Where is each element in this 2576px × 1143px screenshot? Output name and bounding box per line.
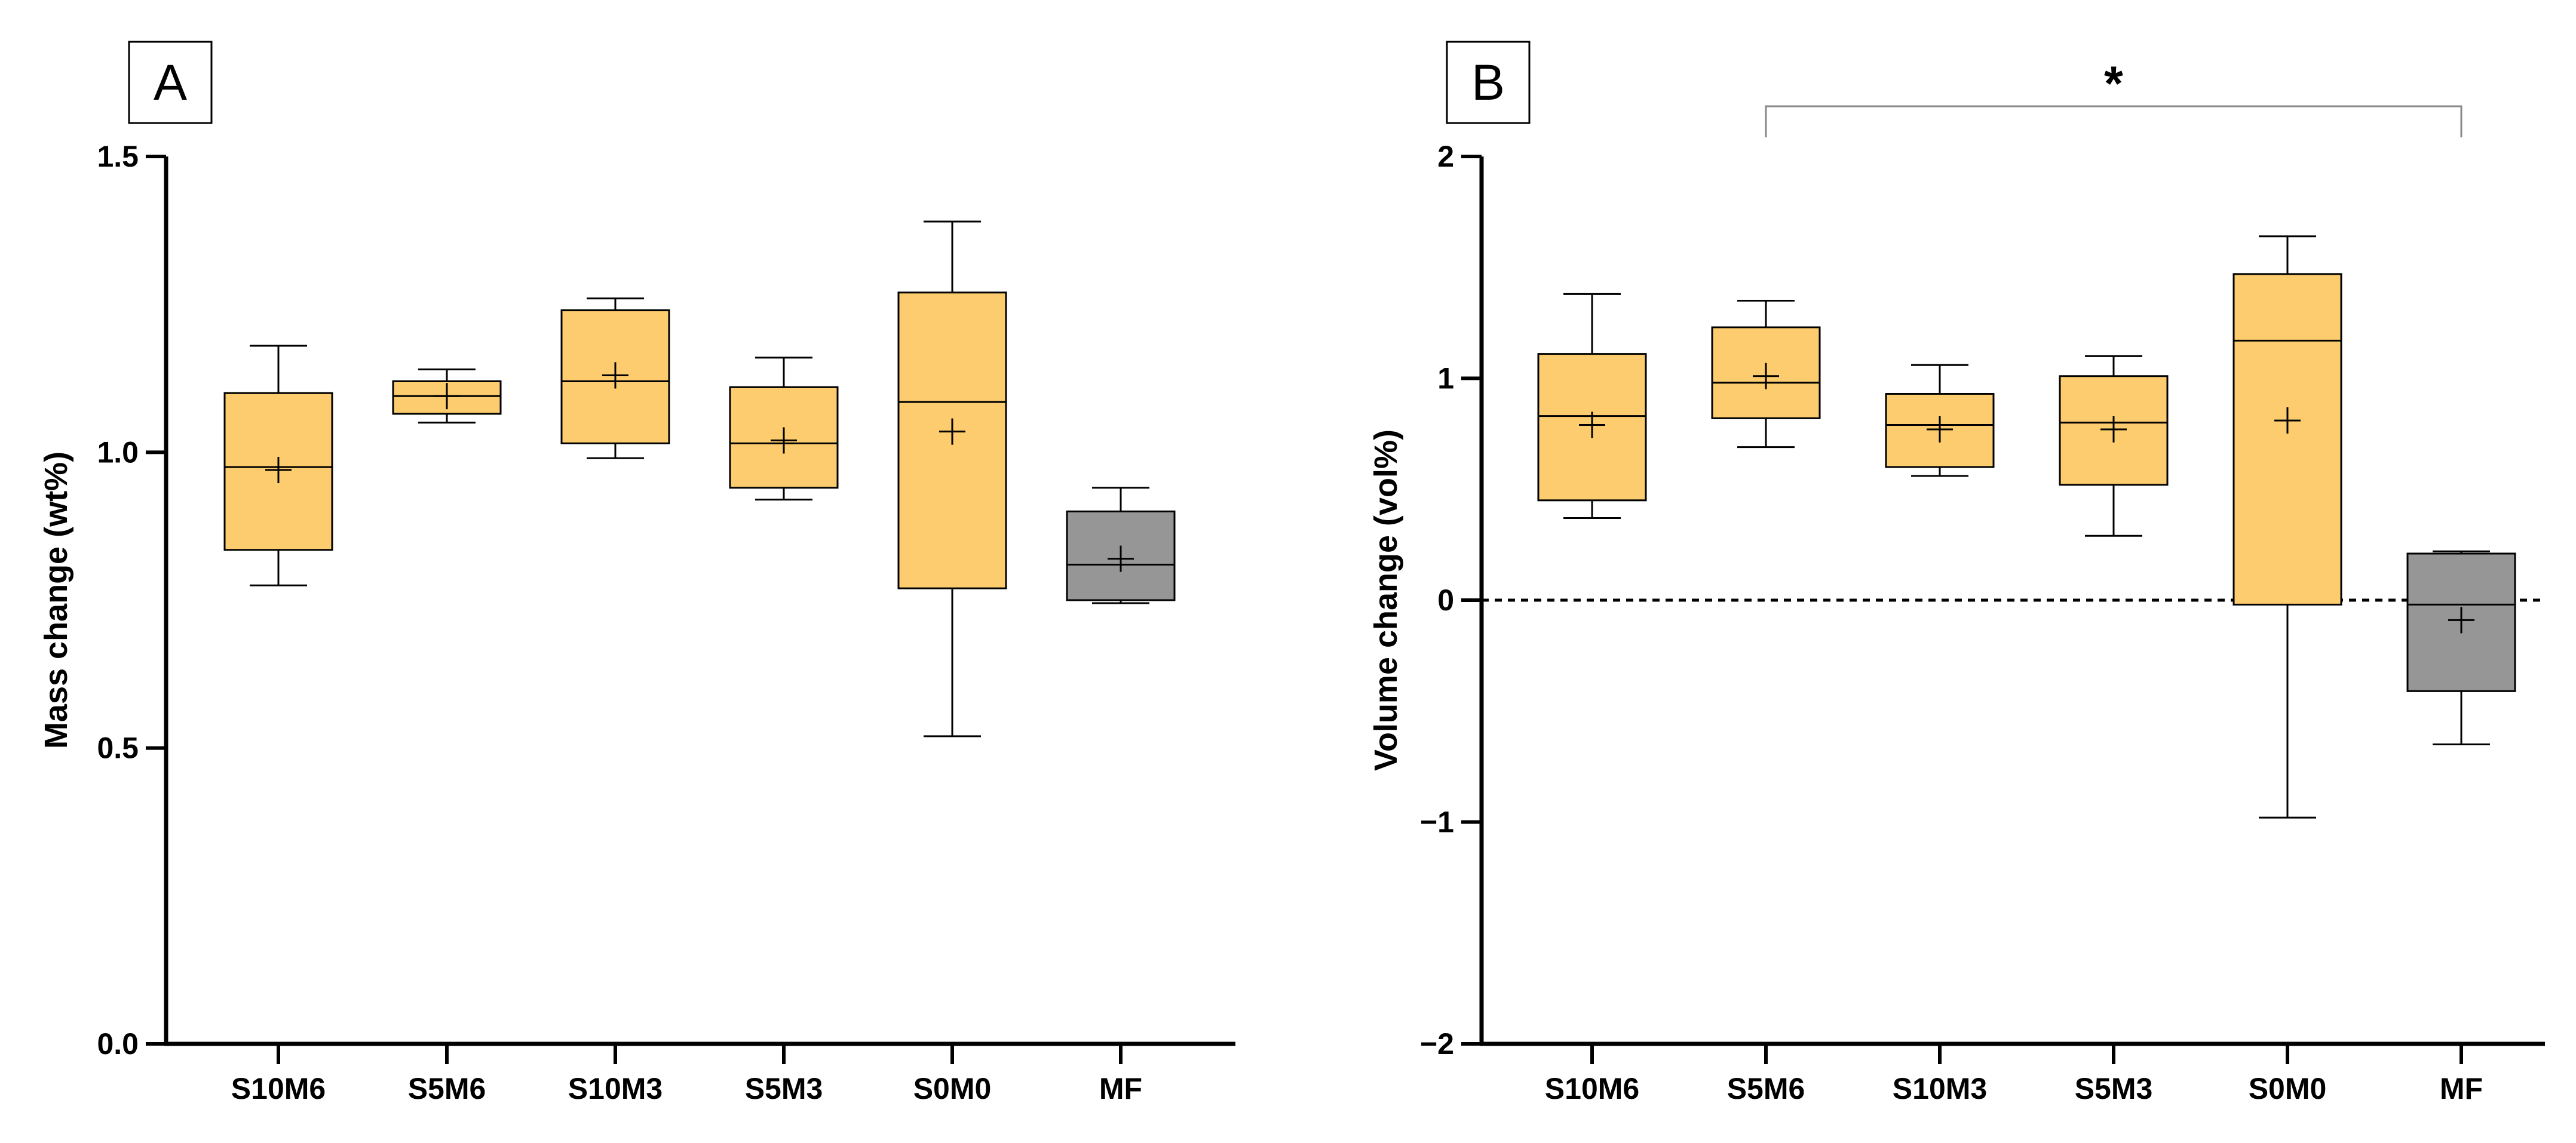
box-body [2232, 273, 2342, 606]
panel-b: B −2 −1 0 1 2 Volume change (vol%) S10M6 S5M6 S10… [1368, 41, 2545, 1105]
y-tick-label: 0.5 [97, 732, 139, 765]
x-tick-label: S10M3 [568, 1072, 663, 1105]
y-tick-label: 1 [1437, 362, 1454, 395]
box-mf [1066, 487, 1176, 604]
box-s10m6 [1537, 293, 1647, 520]
x-tick-label: S5M6 [408, 1072, 486, 1105]
box-s5m6 [1711, 299, 1821, 448]
x-tick-label: S5M6 [1727, 1072, 1805, 1105]
significance-star: * [2104, 57, 2123, 111]
box-s0m0 [897, 220, 1007, 738]
y-axis-label: Volume change (vol%) [1368, 429, 1404, 771]
x-tick-label: S5M3 [745, 1072, 823, 1105]
x-tick-label: S5M3 [2075, 1072, 2153, 1105]
box-s5m3 [729, 357, 839, 501]
panel-a: A 0.0 0.5 1.0 1.5 Mass change (wt%) S10M6 S5M6 S… [38, 41, 1235, 1105]
x-tick-label: S10M3 [1893, 1072, 1987, 1105]
panel-label: A [154, 54, 187, 110]
panel-label-box [1446, 41, 1531, 124]
box-s0m0 [2232, 235, 2342, 819]
y-axis-label: Mass change (wt%) [38, 451, 74, 749]
x-tick-label: S0M0 [913, 1072, 992, 1105]
x-tick-label: S10M6 [1545, 1072, 1639, 1105]
y-tick-label: −2 [1420, 1027, 1454, 1061]
box-s10m3 [1885, 364, 1995, 477]
panel-label: B [1471, 54, 1505, 110]
box-mf [2406, 550, 2516, 745]
box-s5m3 [2059, 355, 2169, 537]
x-tick-label: MF [2440, 1072, 2483, 1105]
y-tick-label: 1.0 [97, 435, 139, 469]
y-tick-label: 0.0 [97, 1027, 139, 1061]
box-s10m3 [560, 297, 670, 459]
x-tick-label: S10M6 [231, 1072, 326, 1105]
x-tick-label: MF [1099, 1072, 1142, 1105]
x-tick-label: S0M0 [2249, 1072, 2327, 1105]
y-tick-label: 1.5 [97, 140, 139, 173]
y-tick-label: −1 [1420, 806, 1454, 839]
box-s5m6 [392, 368, 502, 424]
panel-label-box [128, 41, 213, 124]
y-tick-label: 2 [1437, 140, 1454, 173]
significance-bracket [1765, 105, 2462, 137]
box-s10m6 [223, 345, 333, 586]
y-tick-label: 0 [1437, 583, 1454, 617]
